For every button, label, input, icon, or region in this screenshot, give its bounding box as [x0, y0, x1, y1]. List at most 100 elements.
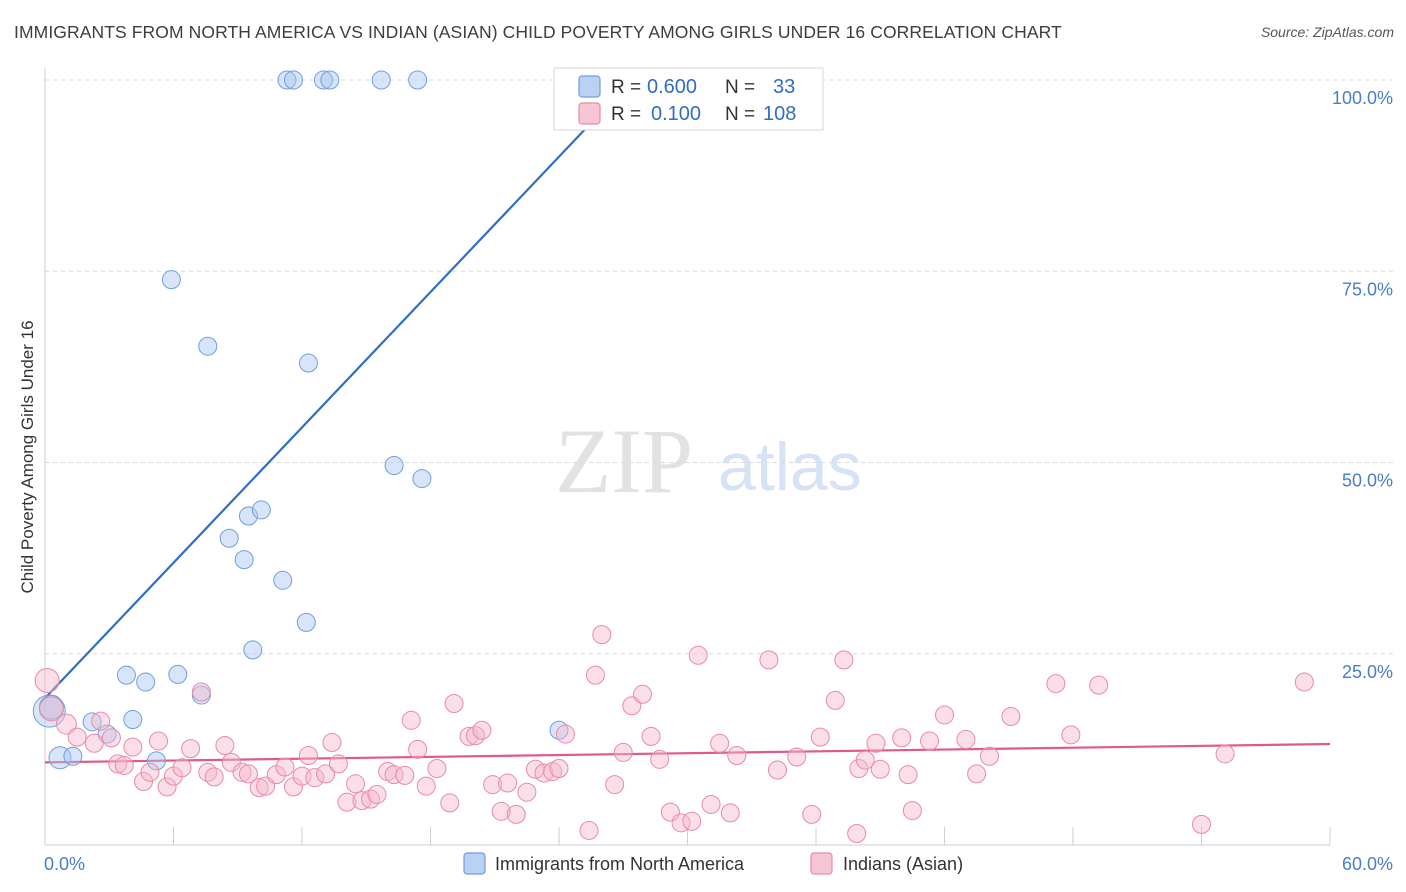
- data-point-indians-asian: [322, 732, 342, 752]
- y-tick-label: 50.0%: [1342, 471, 1393, 491]
- data-point-indians-asian: [204, 767, 224, 787]
- stats-r-value-blue: 0.600: [647, 76, 697, 98]
- data-point-indians-asian: [491, 801, 511, 821]
- data-point-indians-asian: [55, 713, 77, 735]
- data-point-indians-asian: [967, 764, 987, 784]
- data-point-indians-asian: [710, 733, 730, 753]
- data-point-indians-asian: [367, 785, 387, 805]
- trend-line-immigrants-north-america: [44, 79, 633, 699]
- data-point-immigrants-north-america: [277, 70, 297, 90]
- data-point-indians-asian: [834, 650, 854, 670]
- data-point-indians-asian: [305, 768, 325, 788]
- data-point-immigrants-north-america: [251, 500, 271, 520]
- data-point-indians-asian: [408, 739, 428, 759]
- data-point-indians-asian: [440, 793, 460, 813]
- data-point-indians-asian: [898, 765, 918, 785]
- data-point-immigrants-north-america: [273, 570, 293, 590]
- data-point-immigrants-north-america: [313, 70, 333, 90]
- data-point-indians-asian: [650, 749, 670, 769]
- data-point-indians-asian: [232, 762, 252, 782]
- data-point-indians-asian: [866, 733, 886, 753]
- trend-line-indians-asian: [44, 742, 1331, 764]
- stats-legend-swatch-blue: [578, 75, 601, 98]
- data-point-indians-asian: [517, 782, 537, 802]
- data-point-indians-asian: [149, 731, 169, 751]
- data-point-indians-asian: [855, 750, 875, 770]
- data-point-indians-asian: [416, 776, 436, 796]
- data-point-immigrants-north-america: [320, 70, 340, 90]
- data-point-indians-asian: [346, 774, 366, 794]
- data-point-indians-asian: [108, 754, 128, 774]
- data-point-indians-asian: [935, 705, 954, 725]
- data-point-immigrants-north-america: [116, 665, 136, 685]
- data-point-indians-asian: [395, 765, 415, 785]
- data-point-indians-asian: [1046, 674, 1066, 694]
- data-point-indians-asian: [298, 745, 318, 765]
- data-point-indians-asian: [759, 650, 779, 670]
- data-point-indians-asian: [444, 693, 464, 713]
- data-point-indians-asian: [465, 726, 485, 746]
- data-point-indians-asian: [337, 792, 357, 812]
- data-point-immigrants-north-america: [219, 528, 239, 548]
- data-point-indians-asian: [549, 759, 569, 778]
- data-point-indians-asian: [84, 733, 104, 753]
- series-immigrants-north-america: [32, 70, 640, 771]
- data-point-immigrants-north-america: [412, 469, 432, 489]
- legend-label-indians-asian: Indians (Asian): [843, 854, 963, 874]
- data-point-immigrants-north-america: [283, 70, 303, 90]
- data-point-indians-asian: [902, 801, 922, 821]
- y-tick-label: 25.0%: [1342, 662, 1393, 682]
- data-point-immigrants-north-america: [168, 664, 188, 684]
- stats-r-value-pink: 0.100: [651, 103, 701, 125]
- data-point-indians-asian: [1061, 725, 1081, 745]
- data-point-indians-asian: [157, 777, 177, 797]
- data-point-indians-asian: [920, 731, 940, 751]
- data-point-indians-asian: [701, 794, 721, 814]
- data-point-indians-asian: [38, 696, 64, 722]
- stats-legend-swatch-pink: [578, 102, 601, 125]
- data-point-indians-asian: [459, 726, 479, 746]
- data-point-indians-asian: [114, 755, 134, 775]
- data-point-indians-asian: [427, 759, 447, 778]
- axes: 25.0% 50.0% 75.0% 100.0% 0.0% 60.0%: [44, 68, 1393, 874]
- data-point-indians-asian: [579, 820, 599, 840]
- data-point-indians-asian: [682, 811, 702, 831]
- data-point-indians-asian: [181, 739, 201, 759]
- data-point-immigrants-north-america: [234, 550, 254, 570]
- data-point-indians-asian: [101, 728, 121, 748]
- data-point-indians-asian: [1089, 675, 1109, 695]
- data-point-indians-asian: [767, 760, 787, 780]
- data-point-indians-asian: [238, 764, 258, 784]
- data-point-indians-asian: [316, 764, 336, 784]
- data-point-immigrants-north-america: [63, 746, 83, 766]
- data-point-indians-asian: [401, 710, 421, 730]
- stats-n-label-pink: N =: [725, 104, 755, 125]
- data-point-indians-asian: [134, 772, 154, 792]
- data-point-indians-asian: [221, 752, 241, 772]
- watermark-atlas: atlas: [718, 429, 862, 505]
- data-point-immigrants-north-america: [243, 640, 263, 660]
- data-point-immigrants-north-america: [161, 270, 181, 290]
- data-point-indians-asian: [472, 720, 492, 740]
- data-point-immigrants-north-america: [198, 336, 218, 356]
- data-point-indians-asian: [67, 727, 87, 747]
- data-point-immigrants-north-america: [238, 506, 258, 526]
- data-point-indians-asian: [1192, 814, 1211, 834]
- x-tick-label: 60.0%: [1342, 854, 1393, 874]
- data-point-indians-asian: [555, 724, 575, 744]
- y-axis-label: Child Poverty Among Girls Under 16: [18, 320, 37, 593]
- x-tick-label: 0.0%: [44, 854, 85, 874]
- data-point-immigrants-north-america: [298, 353, 318, 373]
- data-point-indians-asian: [641, 726, 661, 746]
- data-point-indians-asian: [91, 711, 111, 731]
- stats-legend: R = 0.600 N = 33 R = 0.100 N = 108: [553, 67, 824, 131]
- data-point-indians-asian: [956, 729, 976, 749]
- data-point-indians-asian: [870, 759, 890, 779]
- data-point-indians-asian: [720, 803, 740, 823]
- data-point-indians-asian: [810, 727, 830, 747]
- data-point-indians-asian: [328, 754, 348, 774]
- data-point-indians-asian: [688, 645, 708, 665]
- data-point-indians-asian: [825, 690, 845, 710]
- legend-swatch-immigrants-north-america: [463, 852, 486, 875]
